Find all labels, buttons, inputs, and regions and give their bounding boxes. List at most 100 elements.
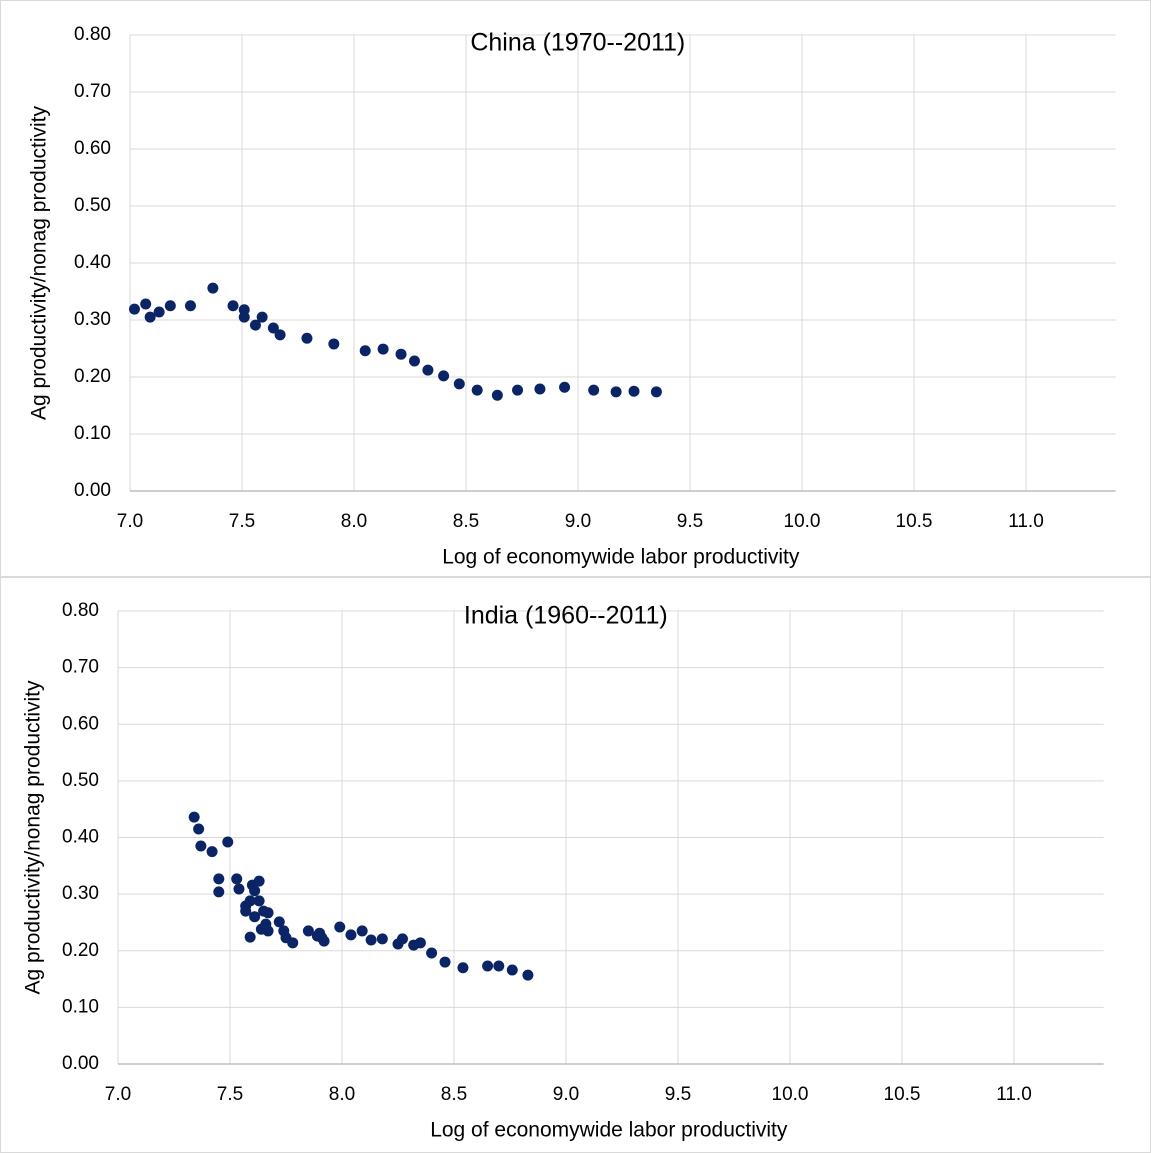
data-point [506,964,518,976]
data-point [128,303,140,315]
data-point [222,836,234,848]
data-point [249,319,261,331]
data-point [267,322,279,334]
data-point [287,937,299,949]
y-axis-label: Ag productivity/nonag productivity [28,106,51,421]
data-point [365,934,377,946]
data-point [244,931,256,943]
x-axis-label: Log of economywide labor productivity [442,546,800,569]
data-point [334,921,346,933]
x-tick-label: 9.0 [565,511,591,532]
data-point [153,306,165,318]
data-point [273,916,285,928]
data-point [491,389,503,401]
y-tick-label: 0.40 [74,252,111,273]
data-point [249,885,261,897]
data-point [233,883,245,895]
y-tick-label: 0.70 [74,81,111,102]
y-tick-label: 0.80 [74,24,111,45]
x-tick-label: 10.5 [896,511,933,532]
data-point [438,370,450,382]
y-tick-label: 0.30 [62,883,99,904]
data-point [396,933,408,945]
data-point [213,886,225,898]
data-point [426,947,438,959]
data-point [164,300,176,312]
data-point [193,823,205,835]
x-tick-label: 8.5 [441,1084,467,1105]
data-point [188,811,200,823]
data-point [356,925,368,937]
data-point [256,311,268,323]
y-tick-label: 0.00 [62,1053,99,1074]
data-point [522,969,534,981]
data-point [453,378,465,390]
y-tick-label: 0.80 [62,600,99,621]
data-point [244,895,256,907]
x-tick-label: 7.0 [105,1084,131,1105]
data-point [227,300,239,312]
x-tick-label: 10.0 [772,1084,809,1105]
data-point [328,338,340,350]
x-tick-label: 10.0 [784,511,821,532]
data-point [140,298,152,310]
data-point [414,937,426,949]
x-tick-label: 9.5 [677,511,703,532]
y-tick-label: 0.50 [74,195,111,216]
x-tick-label: 11.0 [996,1084,1032,1105]
data-point [588,384,600,396]
x-tick-label: 7.0 [117,511,143,532]
y-tick-label: 0.50 [62,770,99,791]
y-tick-label: 0.70 [62,657,99,678]
data-point [559,381,571,393]
data-point [318,935,330,947]
data-point [207,282,219,294]
data-point [493,960,505,972]
data-point [240,905,252,917]
x-tick-label: 9.5 [665,1084,691,1105]
x-tick-label: 11.0 [1008,511,1044,532]
data-point [184,300,196,312]
x-axis-label: Log of economywide labor productivity [430,1119,788,1142]
data-point [301,332,313,344]
data-point [395,348,407,360]
data-point [610,386,622,398]
data-point [534,383,546,395]
y-tick-label: 0.10 [62,996,99,1017]
y-tick-label: 0.30 [74,309,111,330]
y-tick-label: 0.20 [62,940,99,961]
data-point [206,846,218,858]
data-point [359,345,371,357]
data-point [144,311,156,323]
data-point [262,925,274,937]
data-point [408,355,420,367]
data-point [377,343,389,355]
y-tick-label: 0.60 [74,138,111,159]
data-point [512,384,524,396]
data-point [262,907,274,919]
y-tick-label: 0.00 [74,480,111,501]
data-point [195,840,207,852]
data-point [231,873,243,885]
data-point [302,925,314,937]
y-tick-label: 0.20 [74,366,111,387]
data-point [650,386,662,398]
data-point [422,364,434,376]
chart-title: India (1960--2011) [464,602,668,630]
y-axis-label: Ag productivity/nonag productivity [22,680,45,995]
data-point [253,875,265,887]
x-tick-label: 10.5 [884,1084,921,1105]
x-tick-label: 8.0 [341,511,367,532]
data-point [457,962,469,974]
data-point [253,895,265,907]
data-point [376,933,388,945]
x-tick-label: 9.0 [553,1084,579,1105]
y-tick-label: 0.10 [74,423,111,444]
chart-title: China (1970--2011) [470,29,685,57]
y-tick-label: 0.40 [62,827,99,848]
y-tick-label: 0.60 [62,713,99,734]
data-point [213,873,225,885]
x-tick-label: 7.5 [229,511,255,532]
